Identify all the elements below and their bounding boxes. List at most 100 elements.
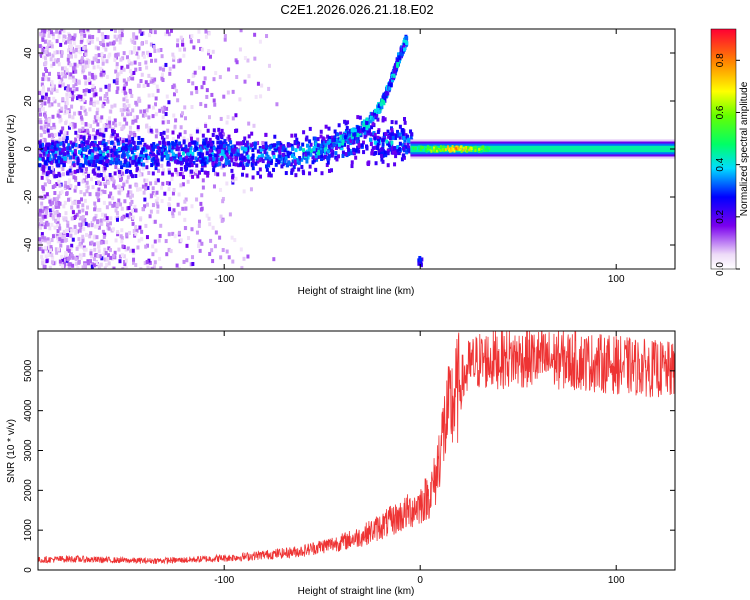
spectrogram-cell [43,124,47,129]
spectrogram-cell [101,61,105,66]
spectrogram-cell [51,83,55,88]
spectrogram-cell [128,125,132,130]
spectrogram-cell [60,71,64,76]
spectrogram-cell [273,134,277,139]
spectrogram-cell [374,145,378,150]
spectrogram-cell [96,254,100,259]
spectrogram-cell [44,210,48,215]
spectrogram-cell [401,132,405,137]
spectrogram-cell [41,185,45,190]
spectrogram-cell [383,117,387,122]
spectrogram-cell [394,154,398,159]
spectrogram-cell [89,142,93,147]
spectrogram-cell [72,66,76,71]
spectrogram-cell [58,259,62,264]
spectrogram-cell [100,256,104,261]
spectrogram-cell [50,160,54,165]
spectrogram-cell [390,146,394,151]
spectrogram-cell [211,225,215,230]
spectrogram-cell [183,47,187,52]
spectrogram-cell [121,266,125,269]
spectrogram-cell [167,187,171,192]
spectrogram-cell [346,144,350,149]
spectrogram-cell [108,41,112,46]
spectrogram-cell [82,105,86,110]
spectrogram-cell [272,152,276,157]
spectrogram-cell [203,170,207,175]
spectrogram-cell [212,128,216,133]
spectrogram-cell [116,86,120,91]
spectrogram-cell [394,120,398,125]
spectrogram-cell [263,150,267,155]
spectrogram-cell [125,213,129,218]
spectrogram-cell [147,93,151,98]
spectrogram-cell [67,264,71,269]
spectrogram-cell [106,146,110,151]
spectrogram-cell [136,127,140,132]
spectrogram-cell [426,145,429,149]
spectrogram-cell [173,234,177,239]
spectrogram-cell [189,173,193,178]
spectrogram-cell [82,136,86,141]
spectrogram-cell [38,104,42,109]
spectrogram-cell [39,53,43,58]
spectrogram-cell [329,168,333,173]
spectrogram-cell [88,35,92,40]
spectrogram-cell [46,45,50,50]
spectrogram-cell [117,170,121,175]
spectrogram-cell [389,81,393,86]
spectrogram-cell [321,142,325,147]
spectrogram-cell [156,196,160,201]
spectrogram-cell [163,191,167,196]
spectrogram-cell [281,145,285,150]
spectrogram-cell [61,74,65,79]
spectrogram-cell [251,166,255,171]
colorbar-tick-label: 0.2 [715,209,726,223]
spectrogram-cell [256,149,260,154]
colorbar-ticks: 0.00.20.40.60.8 [715,53,740,276]
spectrogram-cell [368,137,372,142]
spectrogram-cell [323,147,327,152]
spectrogram-cell [147,126,151,131]
spectrogram-cell [92,56,96,61]
spectrogram-cell [170,172,174,177]
spectrogram-cell [66,146,70,151]
spectrogram-cell [98,207,102,212]
spectrogram-cell [354,148,358,153]
spectrogram-cell [258,167,262,172]
spectrogram-cell [393,135,397,140]
spectrogram-cell [82,252,86,257]
spectrogram-cell [94,166,98,171]
spectrogram-cell [369,115,373,120]
spectrogram-cell [159,223,163,228]
spectrogram-cell [183,116,187,121]
spectrogram-cell [55,233,59,238]
spectrogram-cell [140,72,144,77]
spectrogram-cell [145,235,149,240]
spectrogram-cell [106,181,110,186]
spectrogram-cell [184,197,188,202]
spectrogram-cell [261,153,265,158]
spectrogram-cell [386,163,390,168]
spectrogram-cell [91,75,95,80]
spectrogram-cell [98,128,102,133]
spectrogram-cell [113,103,117,108]
x-tick-label: -100 [214,575,234,586]
spectrogram-cell [133,40,137,45]
spectrogram-cell [95,181,99,186]
spectrogram-cell [353,132,357,137]
spectrogram-cell [114,52,118,57]
spectrogram-cell [60,50,64,55]
spectrogram-cell [123,117,127,122]
spectrogram-cell [48,157,52,162]
spectrogram-cell [40,222,44,227]
spectrogram-cell [51,32,55,37]
spectrogram-cell [41,166,45,171]
spectrogram-cell [87,59,91,64]
spectrogram-cell [65,70,69,75]
spectrogram-cell [84,247,88,252]
spectrogram-cell [125,55,129,60]
spectrogram-cell [68,93,72,98]
spectrogram-cell [346,140,350,145]
spectrogram-cell [280,164,284,169]
